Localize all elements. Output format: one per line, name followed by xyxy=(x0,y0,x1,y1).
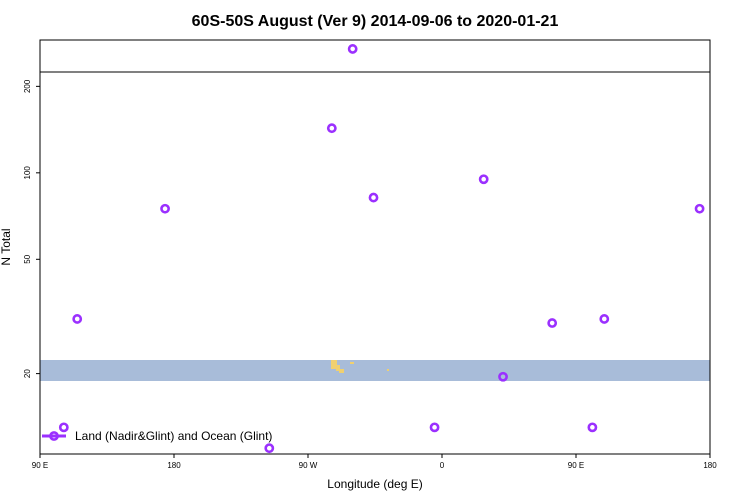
data-points xyxy=(58,44,705,454)
y-tick-label: 100 xyxy=(23,166,32,180)
plot-frame xyxy=(39,39,711,455)
x-tick-label: 90 E xyxy=(568,461,584,470)
data-point[interactable] xyxy=(58,422,69,433)
y-axis-label: N Total xyxy=(0,228,13,265)
y-tick-label: 200 xyxy=(23,79,32,93)
y-tick-label: 20 xyxy=(23,369,32,378)
x-tick-label: 0 xyxy=(440,461,445,470)
data-point[interactable] xyxy=(599,314,610,324)
legend[interactable]: Land (Nadir&Glint) and Ocean (Glint) xyxy=(42,429,272,443)
x-tick-label: 90 E xyxy=(32,461,48,470)
data-point[interactable] xyxy=(160,203,170,214)
legend-label: Land (Nadir&Glint) and Ocean (Glint) xyxy=(75,429,272,443)
x-tick-label: 180 xyxy=(703,461,717,470)
y-axis: 20 50 100 200 xyxy=(23,79,40,378)
data-point[interactable] xyxy=(72,314,83,324)
x-axis: 90 E 180 90 W 0 90 E 180 xyxy=(32,454,717,470)
x-tick-label: 90 W xyxy=(299,461,318,470)
data-point[interactable] xyxy=(429,422,440,433)
data-point[interactable] xyxy=(547,318,558,328)
chart-title: 60S-50S August (Ver 9) 2014-09-06 to 202… xyxy=(192,13,559,30)
data-point[interactable] xyxy=(326,123,337,134)
data-point[interactable] xyxy=(368,192,379,203)
y-tick-label: 50 xyxy=(23,254,32,263)
x-axis-label: Longitude (deg E) xyxy=(327,477,422,491)
land-mark xyxy=(331,360,389,373)
data-point[interactable] xyxy=(264,443,275,454)
highlight-band xyxy=(40,360,710,381)
data-point[interactable] xyxy=(478,174,489,185)
data-point[interactable] xyxy=(347,44,358,54)
data-point[interactable] xyxy=(498,371,508,382)
legend-marker xyxy=(49,431,59,441)
data-point[interactable] xyxy=(587,422,598,433)
data-point[interactable] xyxy=(694,203,705,214)
x-tick-label: 180 xyxy=(167,461,181,470)
